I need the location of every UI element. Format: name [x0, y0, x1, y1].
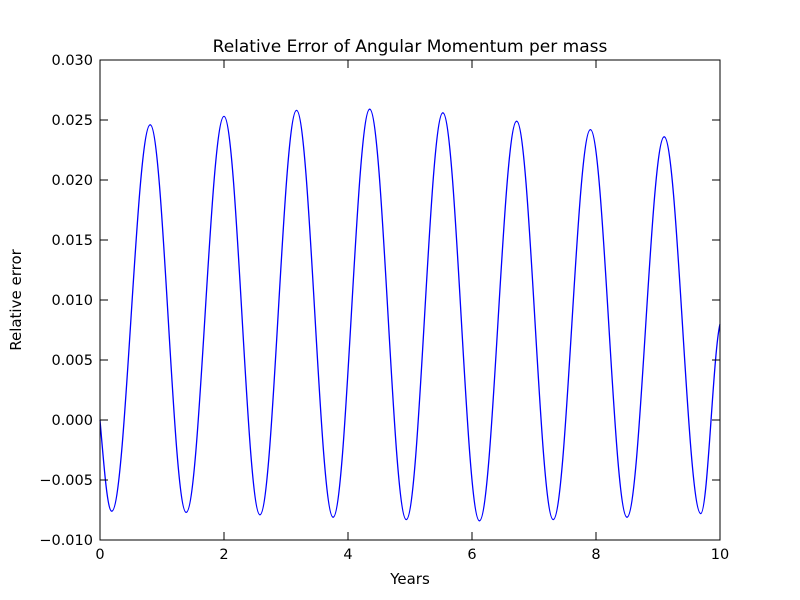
y-tick-label: 0.000 [51, 413, 93, 429]
x-axis: 0 2 4 6 8 10 [95, 60, 729, 563]
y-tick-label: 0.015 [51, 233, 93, 249]
x-tick-label: 0 [95, 547, 104, 563]
x-tick-label: 6 [467, 547, 476, 563]
y-tick-label: 0.030 [51, 53, 93, 69]
y-tick-label: −0.005 [39, 473, 93, 489]
y-tick-label: 0.010 [51, 293, 93, 309]
y-axis-label: Relative error [7, 248, 25, 350]
y-tick-label: 0.025 [51, 113, 93, 129]
x-tick-label: 8 [591, 547, 600, 563]
x-tick-label: 10 [711, 547, 729, 563]
x-tick-label: 4 [343, 547, 352, 563]
y-tick-label: −0.010 [39, 533, 93, 549]
plot-area [99, 108, 721, 522]
x-axis-label: Years [389, 570, 430, 588]
y-axis: −0.010 −0.005 0.000 0.005 0.010 0.015 0.020 0.0… [39, 53, 720, 549]
plot-frame [99, 59, 721, 541]
x-tick-label: 2 [219, 547, 228, 563]
series-line-0 [99, 108, 721, 522]
chart-title: Relative Error of Angular Momentum per m… [213, 37, 608, 57]
y-tick-label: 0.005 [51, 353, 93, 369]
y-tick-label: 0.020 [51, 173, 93, 189]
